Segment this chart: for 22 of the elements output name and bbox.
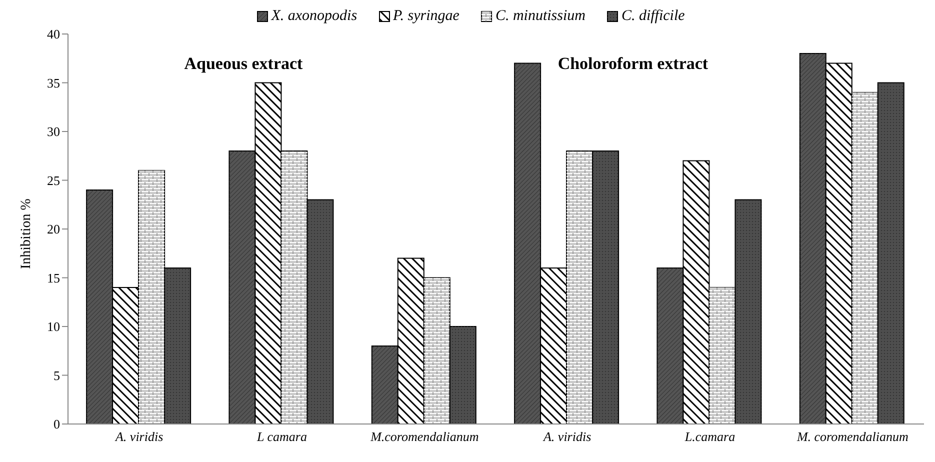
- x-tick-label: L camara: [256, 429, 308, 444]
- y-tick-label: 15: [47, 270, 60, 286]
- y-tick-label: 40: [47, 26, 60, 42]
- y-tick-label: 5: [54, 368, 60, 383]
- legend-label: X. axonopodis: [271, 8, 358, 25]
- y-tick-label: 25: [47, 172, 60, 188]
- y-tick-label: 20: [47, 222, 60, 237]
- legend-label: P. syringae: [393, 8, 460, 25]
- x-tick-label: L.camara: [684, 429, 736, 444]
- annotation: Aqueous extract: [184, 54, 303, 74]
- annotation: Choloroform extract: [558, 54, 708, 74]
- x-tick-label: M. coromendalianum: [796, 429, 908, 444]
- y-axis-title: Inhibition %: [18, 198, 34, 269]
- x-tick-label: A. viridis: [542, 429, 592, 444]
- legend-label: C. minutissium: [495, 8, 586, 25]
- x-tick-label: M.coromendalianum: [370, 429, 479, 444]
- y-tick-label: 30: [47, 124, 60, 140]
- legend-label: C. difficile: [621, 8, 685, 25]
- y-tick-label: 0: [54, 416, 60, 432]
- x-tick-label: A. viridis: [114, 429, 164, 444]
- y-tick-label: 10: [47, 319, 60, 334]
- y-tick-label: 35: [47, 75, 60, 90]
